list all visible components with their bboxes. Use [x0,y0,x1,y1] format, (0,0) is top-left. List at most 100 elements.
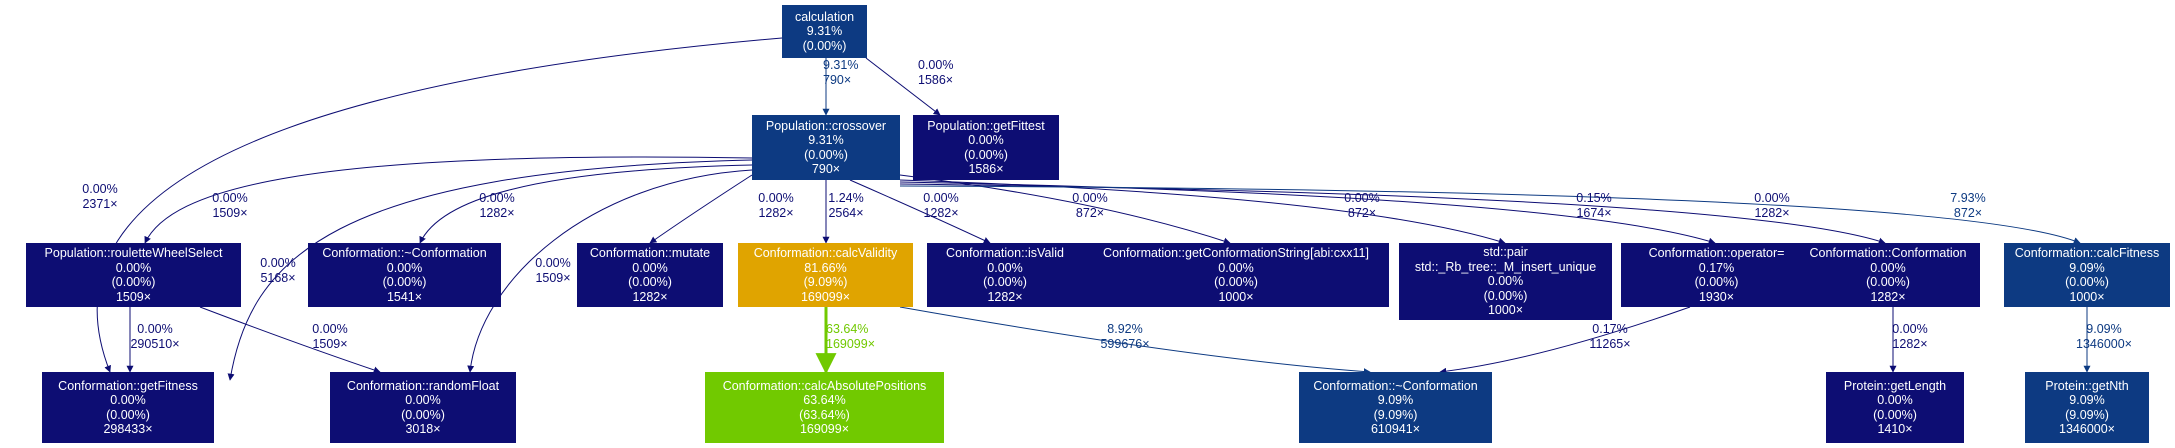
node-stat: (0.00%) [382,275,427,289]
node-stat: std::_Rb_tree::_M_insert_unique [1414,259,1597,274]
node-stat: 0.00% [386,260,423,275]
edge-percent: 8.92% [1107,322,1143,336]
node-function-name: Conformation::randomFloat [346,378,500,393]
node-stat: 1541× [386,289,423,304]
node-stat: 0.00% [1218,260,1254,275]
edge-calcValidity-to-conf-destructor-b[interactable] [899,306,1371,376]
node-getFitness-conf[interactable]: Conformation::getFitness 0.00% (0.00%) 2984… [42,372,214,443]
edge-label: 8.92% 599676× [1085,322,1165,351]
node-function-name: Protein::getNth [2045,378,2129,393]
node-mutate[interactable]: Conformation::mutate 0.00% (0.00%) 1282× [577,243,723,307]
node-calcValidity[interactable]: Conformation::calcValidity 81.66% (9.09%) 1… [738,243,913,307]
node-calculation[interactable]: calculation 9.31% (0.00%) [782,5,867,58]
edge-crossover-to-rouletteWheelSelect[interactable] [144,156,753,244]
edge-label: 0.15% 1674× [1554,191,1634,220]
node-stat: 0.17% [1698,260,1735,275]
node-stat: 1930× [1698,289,1735,304]
node-calcAbsolutePositions[interactable]: Conformation::calcAbsolutePositions 63.64… [705,372,944,443]
node-operator-eq[interactable]: Conformation::operator= 0.17% (0.00%) 1930× [1621,243,1812,307]
node-getLength[interactable]: Protein::getLength 0.00% (0.00%) 1410× [1826,372,1964,443]
edge-percent: 0.00% [923,191,959,205]
node-function-name: Conformation::getConformationString[abi:… [1103,246,1369,260]
edge-percent: 7.93% [1950,191,1986,205]
edge-crossover-to-getFitness-conf[interactable] [227,159,753,381]
node-stat: 0.00% [968,133,1004,147]
node-function-name: std::pair [1483,245,1528,260]
node-stat: 9.31% [806,24,843,39]
node-function-name: Conformation::~Conformation [322,246,487,260]
node-calcFitness[interactable]: Conformation::calcFitness 9.09% (0.00%) 100… [2004,243,2170,307]
edge-label: 9.09% 1346000× [2064,322,2144,351]
node-function-name: Conformation::~Conformation [1313,378,1478,393]
node-stat: 0.00% [115,260,152,275]
edge-crossover-to-calcFitness[interactable] [899,185,2081,244]
node-stat: 1509× [115,289,152,304]
edge-call-count: 790× [823,72,852,87]
edge-label: 0.00% 1509× [190,191,270,220]
node-getNth[interactable]: Protein::getNth 9.09% (9.09%) 1346000× [2025,372,2149,443]
node-conf-destructor-b[interactable]: Conformation::~Conformation 9.09% (9.09%) 6… [1299,372,1492,443]
node-crossover[interactable]: Population::crossover 9.31% (0.00%) 790× [752,115,900,180]
edge-calculation-to-getFittest-pop[interactable] [865,57,941,116]
node-stat: (0.00%) [983,275,1027,289]
node-function-name: Protein::getLength [1843,378,1947,393]
edge-label: 7.93% 872× [1928,191,2008,220]
edge-crossover-to-mutate[interactable] [649,174,753,244]
edge-label: 0.00% 872× [1322,191,1402,220]
node-rouletteWheelSelect[interactable]: Population::rouletteWheelSelect 0.00% (0.0… [26,243,241,307]
node-stat: (9.09%) [2065,407,2109,422]
edge-call-count: 1346000× [2076,336,2132,351]
edge-percent: 0.00% [82,182,118,196]
node-stat: 1586× [968,162,1004,176]
node-stat: (0.00%) [628,275,672,289]
edge-call-count: 872× [1953,205,1983,220]
edge-crossover-to-conf-destructor-a[interactable] [419,164,753,244]
node-function-name: Population::crossover [765,118,887,133]
node-stat: (0.00%) [2065,275,2109,289]
node-stat: (0.00%) [106,407,150,422]
node-insert-unique[interactable]: std::pair std::_Rb_tree::_M_insert_unique… [1399,243,1612,320]
node-stat: 298433× [103,422,153,436]
node-stat: 610941× [1370,422,1420,436]
node-function-name: Conformation::isValid [946,246,1064,260]
node-stat: 1282× [1870,289,1906,304]
node-function-name: Conformation::calcValidity [753,246,898,260]
edge-calculation-to-getFitness-conf[interactable] [96,37,783,373]
node-stat: 169099× [799,422,849,436]
node-stat: 1346000× [2059,422,2115,436]
edge-percent: 0.00% [1072,191,1108,205]
node-isValid[interactable]: Conformation::isValid 0.00% (0.00%) 1282× [927,243,1083,307]
edge-percent: 63.64% [826,322,869,336]
node-getFittest-pop[interactable]: Population::getFittest 0.00% (0.00%) 1586× [913,115,1059,180]
edge-percent: 0.00% [1754,191,1790,205]
node-stat: 3018× [405,422,441,436]
edge-percent: 9.09% [2086,322,2122,336]
node-randomFloat[interactable]: Conformation::randomFloat 0.00% (0.00%) 301… [330,372,516,443]
edge-percent: 0.00% [260,256,296,270]
edge-label: 0.17% 11265× [1570,322,1650,351]
node-conf-destructor-a[interactable]: Conformation::~Conformation 0.00% (0.00%) 1… [308,243,501,307]
edge-crossover-to-isValid[interactable] [849,179,991,244]
edge-crossover-to-randomFloat[interactable] [467,169,753,373]
edge-call-count: 5168× [260,270,296,285]
edge-call-count: 1282× [479,205,515,220]
node-getConformationString[interactable]: Conformation::getConformationString[abi:… [1083,243,1389,307]
edge-label: 0.00% 1282× [1732,191,1812,220]
edge-call-count: 872× [1347,205,1377,220]
edge-call-count: 1509× [212,205,248,220]
node-function-name: Conformation::mutate [589,246,711,260]
edge-call-count: 1282× [1892,336,1928,351]
edge-call-count: 872× [1075,205,1105,220]
node-stat: 0.00% [405,393,441,407]
edge-call-count: 2371× [82,196,118,211]
edge-call-count: 169099× [826,336,876,351]
edge-rouletteWheelSelect-to-randomFloat[interactable] [199,306,381,374]
edge-percent: 0.00% [137,322,173,336]
node-conf-ctor[interactable]: Conformation::Conformation 0.00% (0.00%) 12… [1796,243,1980,307]
node-stat: (0.00%) [804,147,848,162]
node-stat: (0.00%) [111,275,156,289]
edge-operator-eq-to-conf-destructor-b[interactable] [1439,306,1691,375]
node-stat: 9.09% [2069,260,2105,275]
edge-percent: 0.00% [1344,191,1380,205]
